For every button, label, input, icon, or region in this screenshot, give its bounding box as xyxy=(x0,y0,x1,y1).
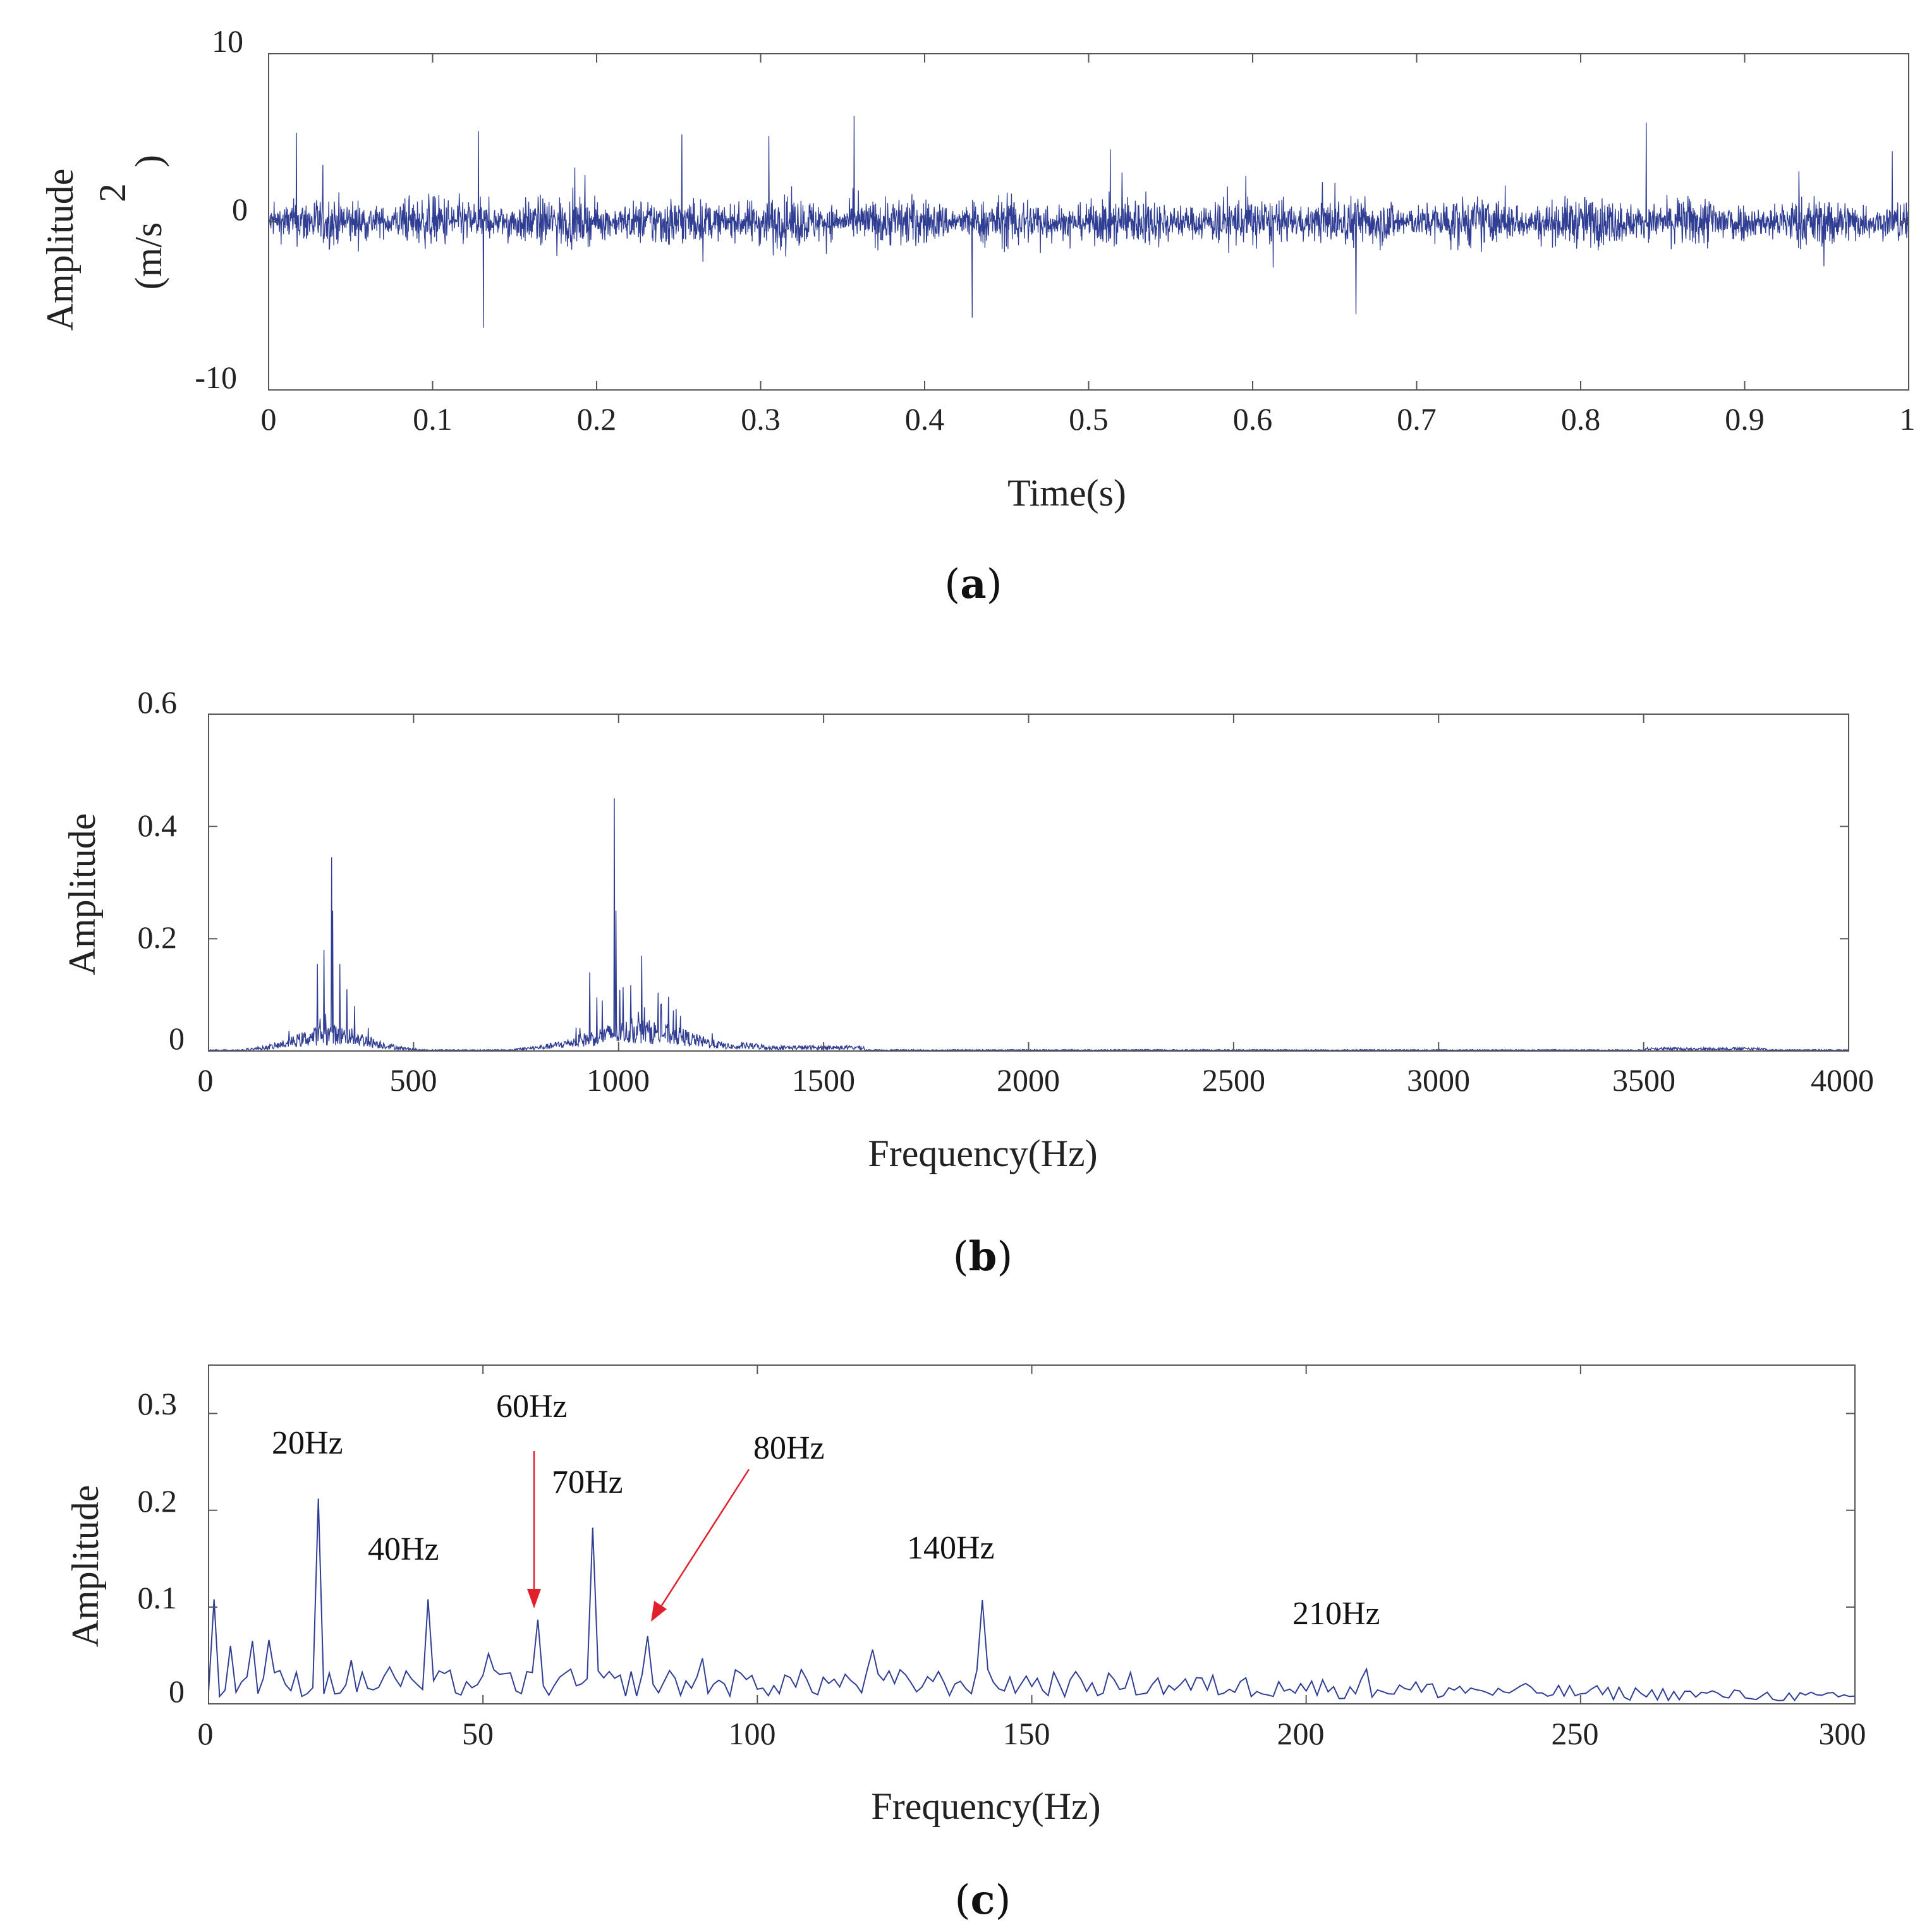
c-xtick-label: 50 xyxy=(462,1716,494,1751)
c-annotation-60hz: 60Hz xyxy=(496,1388,568,1425)
a-xtick-label: 0.3 xyxy=(741,401,781,437)
a-xtick-label: 0 xyxy=(261,401,277,437)
a-xtick-labels: 0 0.1 0.2 0.3 0.4 0.5 0.6 0.7 0.8 0.9 1 xyxy=(261,401,1916,437)
b-xtick-label: 3500 xyxy=(1612,1062,1675,1098)
panel-a: 10 0 -10 0 0.1 0.2 0.3 0.4 0.5 0.6 0.7 0… xyxy=(39,23,1916,608)
c-annotation-80hz: 80Hz xyxy=(753,1430,825,1466)
c-xtick-label: 100 xyxy=(729,1716,776,1751)
c-annotation-70hz: 70Hz xyxy=(552,1464,623,1500)
a-xlabel: Time(s) xyxy=(1007,472,1126,514)
c-arrow-80hz-shaft xyxy=(659,1469,750,1609)
c-xtick-labels: 0 50 100 150 200 250 300 xyxy=(198,1716,1866,1751)
a-ytick-label: -10 xyxy=(195,360,237,395)
c-ytick-label: 0.2 xyxy=(138,1483,178,1519)
c-ytick-label: 0.3 xyxy=(138,1386,178,1421)
a-xtick-label: 0.7 xyxy=(1397,401,1437,437)
b-xtick-label: 500 xyxy=(390,1062,437,1098)
b-tick-marks xyxy=(208,714,1849,1052)
a-xtick-label: 0.5 xyxy=(1069,401,1109,437)
c-spectrum-line xyxy=(208,1498,1856,1702)
c-caption: (c) xyxy=(955,1876,1011,1924)
c-xtick-label: 0 xyxy=(198,1716,214,1751)
a-xtick-label: 1 xyxy=(1900,401,1916,437)
a-xtick-label: 0.6 xyxy=(1233,401,1273,437)
b-ylabel: Amplitude xyxy=(61,813,103,976)
b-ytick-label: 0.2 xyxy=(138,920,178,955)
a-ytick-label: 0 xyxy=(232,191,248,227)
b-xtick-label: 2000 xyxy=(997,1062,1060,1098)
a-caption: (a) xyxy=(944,561,1002,608)
panel-c: 0.3 0.2 0.1 0 0 50 100 150 200 250 300 F… xyxy=(64,1364,1866,1924)
c-annotation-140hz: 140Hz xyxy=(907,1530,995,1566)
b-xtick-label: 3000 xyxy=(1407,1062,1470,1098)
c-annotation-20hz: 20Hz xyxy=(272,1425,343,1461)
b-ytick-label: 0.4 xyxy=(138,808,178,843)
b-caption-letter: b xyxy=(969,1233,997,1280)
b-xtick-label: 0 xyxy=(198,1062,214,1098)
c-plot-frame xyxy=(208,1364,1856,1704)
c-ytick-label: 0 xyxy=(169,1674,185,1709)
c-xtick-label: 250 xyxy=(1552,1716,1599,1751)
a-xtick-label: 0.2 xyxy=(577,401,617,437)
a-caption-letter: a xyxy=(960,561,986,608)
c-annotation-210hz: 210Hz xyxy=(1292,1596,1380,1632)
a-xtick-label: 0.1 xyxy=(413,401,453,437)
b-xtick-label: 1000 xyxy=(587,1062,650,1098)
b-plot-frame xyxy=(208,714,1849,1052)
b-xtick-label: 1500 xyxy=(792,1062,855,1098)
c-xtick-label: 150 xyxy=(1003,1716,1050,1751)
a-xtick-label: 0.8 xyxy=(1561,401,1601,437)
a-ytick-label: 10 xyxy=(212,23,243,59)
b-caption: (b) xyxy=(953,1233,1013,1280)
b-ytick-label: 0 xyxy=(169,1021,185,1056)
a-xtick-label: 0.9 xyxy=(1725,401,1765,437)
b-xtick-labels: 0 500 1000 1500 2000 2500 3000 3500 4000 xyxy=(198,1062,1875,1098)
c-ytick-label: 0.1 xyxy=(138,1580,178,1615)
c-arrow-80hz-head xyxy=(651,1601,667,1622)
c-ylabel: Amplitude xyxy=(64,1485,106,1648)
b-series-line xyxy=(208,798,1849,1052)
c-series-line xyxy=(208,1498,1856,1702)
b-spectrum-line xyxy=(208,798,1849,1052)
c-caption-letter: c xyxy=(971,1876,995,1924)
c-xlabel: Frequency(Hz) xyxy=(871,1785,1100,1827)
c-annotation-40hz: 40Hz xyxy=(368,1531,439,1567)
c-xtick-label: 300 xyxy=(1819,1716,1866,1751)
b-xtick-label: 4000 xyxy=(1811,1062,1874,1098)
panel-b: 0.6 0.4 0.2 0 0 500 1000 1500 2000 2500 … xyxy=(61,684,1874,1280)
c-arrow-60hz-head xyxy=(527,1589,541,1608)
c-tick-marks xyxy=(208,1365,1856,1704)
b-ytick-label: 0.6 xyxy=(138,684,178,720)
c-arrow-60hz xyxy=(527,1451,541,1608)
b-xlabel: Frequency(Hz) xyxy=(868,1133,1097,1174)
a-xtick-label: 0.4 xyxy=(905,401,945,437)
a-ylabel: Amplitude xyxy=(39,169,81,331)
a-tick-marks xyxy=(268,53,1909,391)
a-ylabel-unit-sup: 2 xyxy=(92,183,133,202)
b-xtick-label: 2500 xyxy=(1202,1062,1265,1098)
c-arrow-80hz xyxy=(651,1469,750,1622)
c-xtick-label: 200 xyxy=(1277,1716,1325,1751)
a-series-line xyxy=(268,116,1909,328)
a-ylabel-unit-close: ) xyxy=(128,155,169,167)
a-ylabel-unit: (m/s xyxy=(128,222,169,290)
a-signal-line xyxy=(268,116,1909,328)
